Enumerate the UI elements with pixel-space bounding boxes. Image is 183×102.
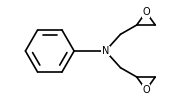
Text: O: O xyxy=(142,85,150,95)
Text: O: O xyxy=(142,7,150,17)
Text: N: N xyxy=(102,46,109,56)
